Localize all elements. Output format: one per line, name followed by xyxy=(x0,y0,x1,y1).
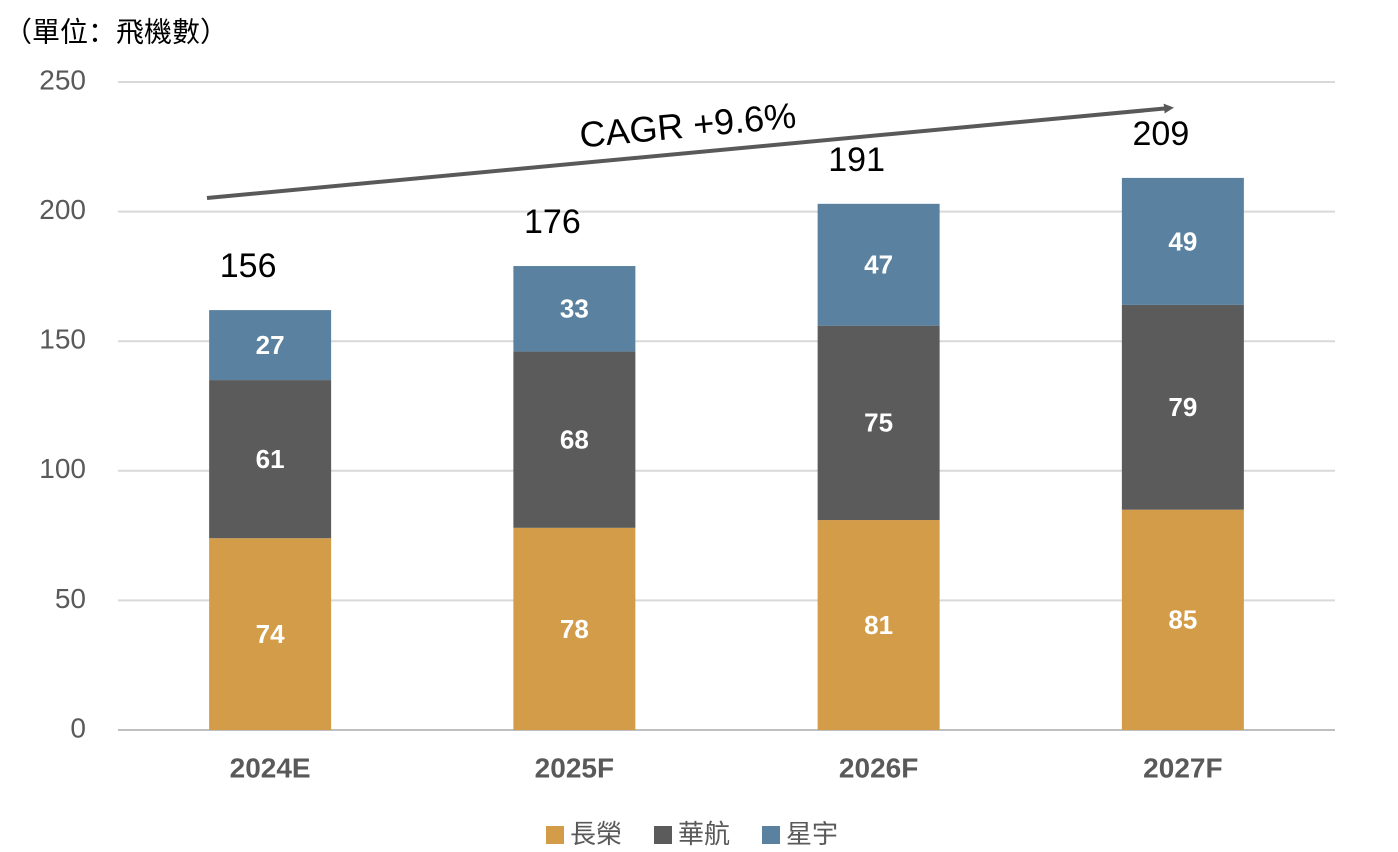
data-label: 49 xyxy=(1168,226,1197,256)
bar-segment xyxy=(209,310,332,381)
y-tick-label: 50 xyxy=(55,583,86,614)
bar-segment xyxy=(209,538,332,730)
data-label: 47 xyxy=(864,250,893,280)
total-label: 176 xyxy=(524,203,581,241)
bar-segment xyxy=(1121,509,1244,730)
total-label: 209 xyxy=(1133,115,1190,153)
x-tick-label: 2025F xyxy=(535,752,614,783)
bar-segment xyxy=(817,203,940,326)
bar-segment xyxy=(817,325,940,521)
y-tick-label: 0 xyxy=(70,712,86,743)
bar-segment xyxy=(513,351,636,528)
bar-segment xyxy=(513,266,636,352)
x-tick-label: 2027F xyxy=(1143,752,1222,783)
data-label: 85 xyxy=(1168,605,1197,635)
data-label: 78 xyxy=(560,614,589,644)
data-label: 79 xyxy=(1168,392,1197,422)
data-label: 27 xyxy=(256,330,285,360)
bar-segment xyxy=(209,380,332,539)
cagr-arrow xyxy=(206,103,1174,200)
total-label: 156 xyxy=(220,247,277,285)
data-label: 75 xyxy=(864,408,893,438)
x-tick-label: 2026F xyxy=(839,752,918,783)
bar-segment xyxy=(1121,304,1244,510)
y-tick-label: 200 xyxy=(39,194,86,225)
y-tick-label: 150 xyxy=(39,324,86,355)
legend-label: 長榮 xyxy=(570,819,622,849)
data-label: 33 xyxy=(560,294,589,324)
bar-segment xyxy=(513,527,636,730)
legend-label: 星宇 xyxy=(786,819,838,849)
unit-label: （單位：飛機數） xyxy=(4,16,228,47)
legend-swatch xyxy=(762,826,780,844)
legend-swatch xyxy=(654,826,672,844)
legend-swatch xyxy=(546,826,564,844)
y-tick-label: 250 xyxy=(39,64,86,95)
data-label: 81 xyxy=(864,610,893,640)
legend-label: 華航 xyxy=(678,819,730,849)
total-label: 191 xyxy=(828,141,885,179)
data-label: 74 xyxy=(256,619,285,649)
data-label: 68 xyxy=(560,425,589,455)
x-tick-label: 2024E xyxy=(230,752,311,783)
y-tick-label: 100 xyxy=(39,453,86,484)
data-label: 61 xyxy=(256,444,285,474)
bar-segment xyxy=(1121,177,1244,305)
bar-segment xyxy=(817,520,940,730)
